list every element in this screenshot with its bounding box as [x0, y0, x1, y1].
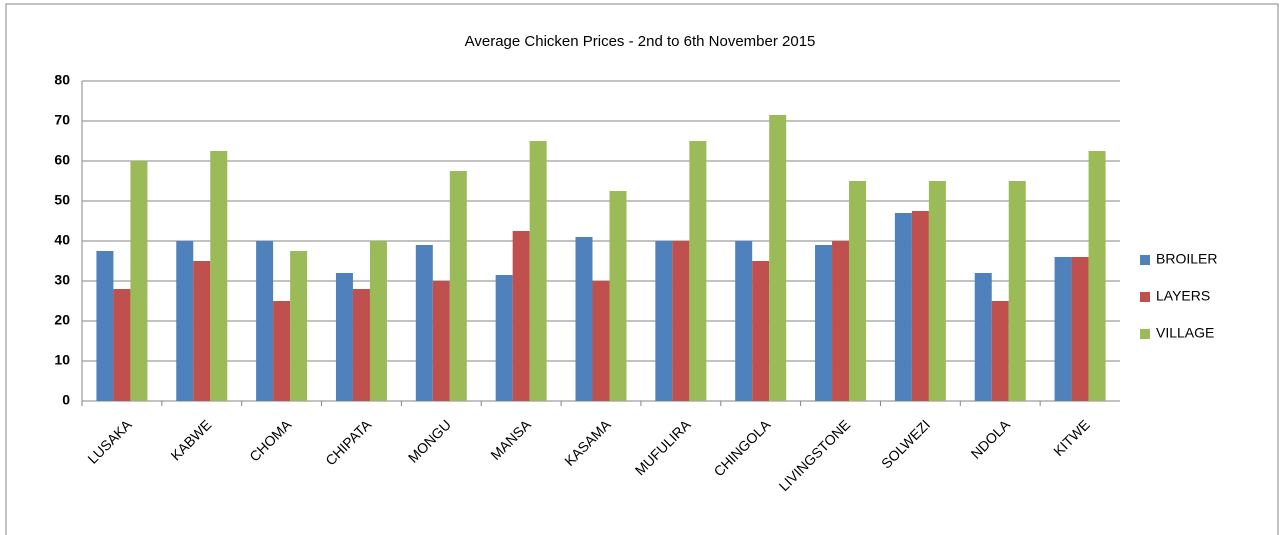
- legend-label: VILLAGE: [1156, 325, 1214, 341]
- bar: [130, 161, 148, 401]
- bar: [815, 245, 833, 401]
- bar: [113, 289, 131, 401]
- bar: [769, 115, 787, 401]
- legend-swatch: [1140, 329, 1150, 339]
- bar: [495, 275, 513, 401]
- bar: [1008, 181, 1026, 401]
- bar: [832, 241, 850, 401]
- bar: [369, 241, 387, 401]
- bar: [176, 241, 194, 401]
- bar: [752, 261, 770, 401]
- bar: [335, 273, 353, 401]
- bar: [512, 231, 530, 401]
- y-tick-label: 30: [54, 272, 70, 288]
- bar: [352, 289, 370, 401]
- bar: [449, 171, 467, 401]
- bar: [575, 237, 593, 401]
- bar: [672, 241, 690, 401]
- bar: [96, 251, 114, 401]
- bar: [592, 281, 610, 401]
- bar: [735, 241, 753, 401]
- bar: [911, 211, 929, 401]
- legend-label: LAYERS: [1156, 288, 1210, 304]
- y-tick-label: 80: [54, 72, 70, 88]
- bar: [193, 261, 211, 401]
- chart-title: Average Chicken Prices - 2nd to 6th Nove…: [465, 33, 816, 50]
- bar: [655, 241, 673, 401]
- bar: [1088, 151, 1106, 401]
- y-tick-label: 0: [62, 392, 70, 408]
- bar: [210, 151, 228, 401]
- y-tick-label: 40: [54, 232, 70, 248]
- y-tick-label: 60: [54, 152, 70, 168]
- legend-swatch: [1140, 255, 1150, 265]
- bar: [894, 213, 912, 401]
- legend-label: BROILER: [1156, 251, 1217, 267]
- y-tick-label: 70: [54, 112, 70, 128]
- bar: [1054, 257, 1072, 401]
- y-tick-label: 50: [54, 192, 70, 208]
- y-tick-label: 20: [54, 312, 70, 328]
- bar: [928, 181, 946, 401]
- y-tick-label: 10: [54, 352, 70, 368]
- legend-swatch: [1140, 292, 1150, 302]
- bar: [991, 301, 1009, 401]
- bar: [432, 281, 450, 401]
- bar: [290, 251, 308, 401]
- bar: [415, 245, 433, 401]
- bar: [256, 241, 274, 401]
- bar: [609, 191, 627, 401]
- bar: [273, 301, 291, 401]
- bar: [689, 141, 707, 401]
- bar: [1071, 257, 1089, 401]
- bar: [974, 273, 992, 401]
- bar: [849, 181, 867, 401]
- bar: [529, 141, 547, 401]
